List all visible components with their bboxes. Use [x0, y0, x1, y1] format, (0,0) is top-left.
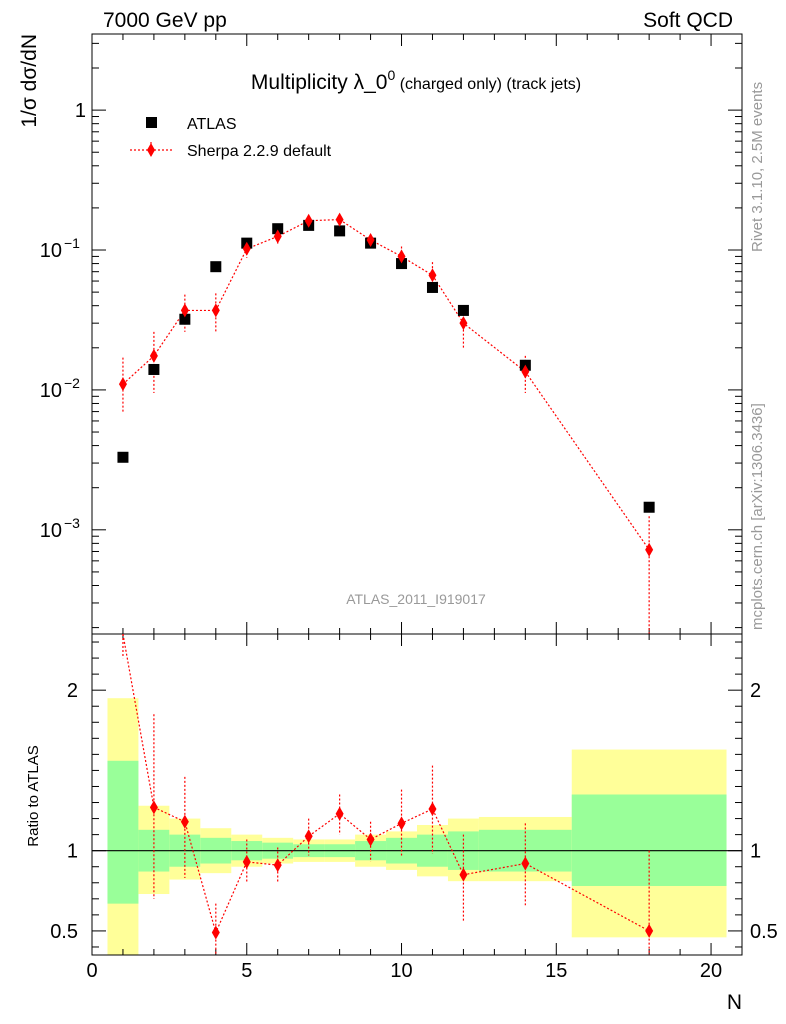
- ratio-y-tick-label-right: 0.5: [750, 921, 778, 943]
- sherpa-line: [122, 218, 650, 551]
- x-tick-label: 15: [545, 960, 567, 982]
- legend-sherpa-label: Sherpa 2.2.9 default: [187, 143, 332, 160]
- atlas-data-point: [272, 223, 284, 235]
- ratio-sherpa-data-point: [366, 832, 375, 847]
- ratio-y-tick-label-left: 2: [67, 680, 78, 702]
- ratio-sherpa-data-point: [459, 867, 468, 882]
- sherpa-data-point: [459, 316, 468, 331]
- ratio-sherpa-data-point: [211, 925, 220, 940]
- sherpa-data-point: [366, 232, 375, 247]
- main-y-tick-label: 10: [40, 520, 62, 542]
- main-panel: 110−110−210−3: [40, 33, 743, 635]
- ratio-y-tick-label-right: 1: [750, 841, 761, 863]
- ratio-y-axis-label: Ratio to ATLAS: [25, 745, 42, 846]
- ratio-sherpa-data-point: [242, 854, 251, 869]
- atlas-data-point: [426, 281, 438, 293]
- plot-title-sup: 0: [387, 67, 395, 83]
- sherpa-data-point: [397, 249, 406, 264]
- atlas-data-point: [117, 451, 129, 463]
- main-y-tick-label: 10: [40, 240, 62, 262]
- ratio-sherpa-line: [122, 633, 650, 935]
- analysis-reference-label: ATLAS_2011_I919017: [346, 591, 486, 607]
- x-tick-label: 0: [86, 960, 97, 982]
- sherpa-data-point: [149, 348, 158, 363]
- ratio-panel: 0 5 10 15 20 0.5 0.5 1 1 2 2: [50, 633, 778, 982]
- main-y-tick-exponent: −3: [64, 515, 80, 531]
- main-y-tick-exponent: −2: [64, 375, 80, 391]
- main-y-axis-label: 1/σ dσ/dN: [18, 34, 41, 128]
- sherpa-data-point: [335, 212, 344, 227]
- main-y-tick-exponent: −1: [64, 235, 80, 251]
- legend-atlas-marker: [146, 117, 157, 128]
- ratio-inner-band-bin: [107, 760, 139, 904]
- sherpa-data-point: [211, 303, 220, 318]
- ratio-y-tick-label-left: 1: [67, 841, 78, 863]
- ratio-sherpa-data-point: [180, 814, 189, 829]
- sherpa-data-point: [273, 229, 282, 244]
- sherpa-data-point: [645, 542, 654, 557]
- sherpa-data-point: [242, 241, 251, 256]
- atlas-data-point: [643, 501, 655, 513]
- plot-title-main: Multiplicity λ_0: [251, 71, 388, 94]
- x-axis-label: N: [727, 991, 742, 1014]
- ratio-y-tick-label-left: 0.5: [50, 921, 78, 943]
- legend-sherpa-marker: [147, 143, 155, 157]
- x-tick-label: 10: [390, 960, 412, 982]
- ratio-sherpa-data-point: [428, 801, 437, 816]
- rivet-info-label: Rivet 3.1.10, 2.5M events: [749, 82, 766, 252]
- sherpa-data-point: [180, 303, 189, 318]
- plot-title: Multiplicity λ_00 (charged only) (track …: [251, 67, 581, 94]
- sherpa-data-point: [521, 364, 530, 379]
- ratio-sherpa-data-point: [149, 800, 158, 815]
- ratio-y-tick-label-right: 2: [750, 680, 761, 702]
- main-y-tick-label: 1: [75, 100, 86, 122]
- ratio-sherpa-data-point: [397, 816, 406, 831]
- x-tick-label: 5: [241, 960, 252, 982]
- header-energy-label: 7000 GeV pp: [103, 9, 227, 32]
- sherpa-data-point: [428, 268, 437, 283]
- atlas-data-point: [457, 304, 469, 316]
- plot-title-sub: (charged only) (track jets): [395, 76, 581, 93]
- atlas-data-point: [148, 363, 160, 375]
- ratio-sherpa-data-point: [521, 856, 530, 871]
- ratio-sherpa-data-point: [335, 806, 344, 821]
- header-category-label: Soft QCD: [643, 9, 733, 32]
- atlas-data-point: [334, 225, 346, 237]
- main-y-tick-label: 10: [40, 380, 62, 402]
- atlas-data-point: [396, 258, 408, 270]
- source-info-label: mcplots.cern.ch [arXiv:1306.3436]: [749, 403, 766, 630]
- sherpa-data-point: [304, 213, 313, 228]
- sherpa-data-point: [118, 377, 127, 392]
- ratio-axes-frame: [91, 633, 743, 956]
- ratio-sherpa-data-point: [304, 829, 313, 844]
- legend: ATLAS Sherpa 2.2.9 default: [130, 116, 332, 160]
- ratio-sherpa-data-point: [645, 923, 654, 938]
- legend-atlas-label: ATLAS: [187, 116, 237, 133]
- ratio-sherpa-data-point: [273, 858, 282, 873]
- atlas-data-point: [210, 261, 222, 273]
- x-tick-label: 20: [700, 960, 722, 982]
- atlas-data-point: [179, 313, 191, 325]
